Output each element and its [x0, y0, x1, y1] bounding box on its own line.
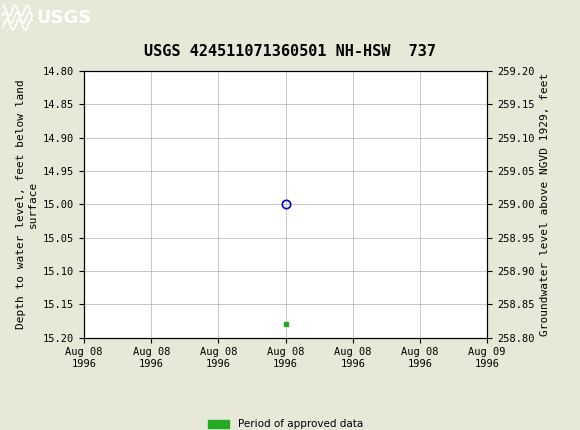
Y-axis label: Groundwater level above NGVD 1929, feet: Groundwater level above NGVD 1929, feet	[540, 73, 550, 336]
Text: USGS: USGS	[36, 9, 91, 27]
Legend: Period of approved data: Period of approved data	[204, 415, 367, 430]
Text: USGS 424511071360501 NH-HSW  737: USGS 424511071360501 NH-HSW 737	[144, 44, 436, 59]
Y-axis label: Depth to water level, feet below land
surface: Depth to water level, feet below land su…	[16, 80, 38, 329]
